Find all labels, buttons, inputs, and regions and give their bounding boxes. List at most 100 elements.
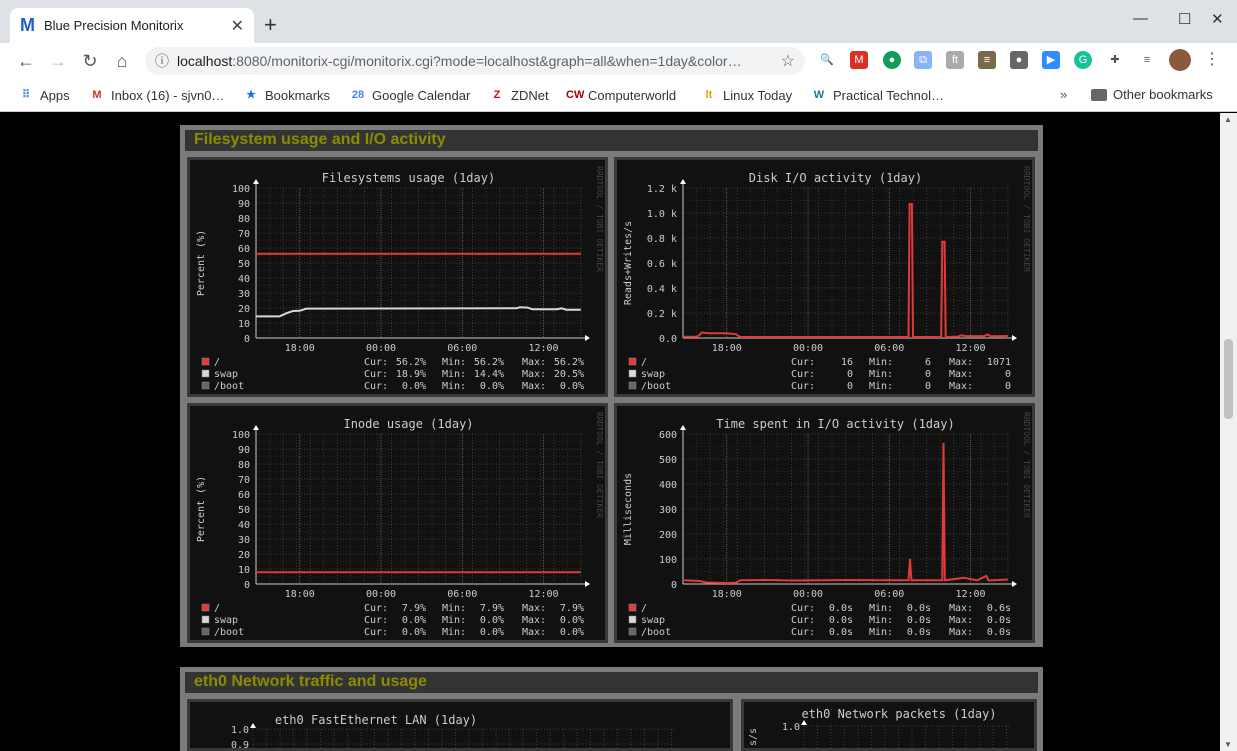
graph-panel: Time spent in I/O activity (1day) Millise… [614,403,1035,643]
legend-min-label: Min: [442,603,466,614]
legend-cur-label: Cur: [364,627,388,638]
rrdtool-watermark: RRDTOOL / TOBI OETIKER [595,412,604,518]
y-tick-label: 100 [659,555,677,566]
legend-cur-label: Cur: [791,615,815,626]
bookmark-7[interactable]: W Practical Technol… [811,87,944,103]
bookmark-3[interactable]: 28 Google Calendar [350,87,470,103]
legend-cur-value: 0.0s [829,627,853,638]
graph-svg: Disk I/O activity (1day) Reads+Writes/s RR… [623,166,1031,392]
bookmark-6[interactable]: lt Linux Today [701,87,793,103]
profile-avatar[interactable] [1169,49,1191,71]
legend-max-value: 0.6s [987,603,1011,614]
graph-title: Disk I/O activity (1day) [749,171,922,185]
legend-min-label: Min: [442,627,466,638]
extension-icon[interactable]: ft [946,51,964,69]
y-tick-label: 100 [232,430,250,441]
address-bar[interactable]: ⓘ localhost:8080/monitorix-cgi/monitorix… [145,47,805,75]
x-tick-label: 18:00 [712,343,742,354]
bookmark-5[interactable]: CW Computerworld [566,87,676,103]
legend-max-value: 20.5% [554,369,584,380]
bookmark-2[interactable]: ★ Bookmarks [243,87,330,103]
y-tick-label: 50 [238,505,250,516]
y-tick-label: 1.0 [231,725,249,736]
legend-series-name: /boot [641,381,671,392]
rrdtool-watermark: RRDTOOL / TOBI OETIKER [1022,412,1031,518]
bookmark-0[interactable]: ⠿ Apps [18,87,70,103]
gmail-extension-icon[interactable]: M [850,51,868,69]
y-tick-label: 1.2 k [647,184,677,195]
media-control-icon[interactable]: ≡ [1143,54,1151,66]
keep-extension-icon[interactable]: ● [1010,51,1028,69]
reload-icon[interactable]: ↻ [82,50,98,71]
graph-svg: eth0 FastEthernet LAN (1day) 1.0 0.9 [231,713,676,748]
legend-min-label: Min: [869,627,893,638]
bookmark-1[interactable]: M Inbox (16) - sjvn0… [89,87,224,103]
apps-icon: ⠿ [21,89,31,101]
vertical-scrollbar[interactable]: ▲ ▼ [1220,113,1237,751]
other-bookmarks-folder[interactable]: Other bookmarks [1091,87,1213,102]
y-tick-label: 10 [238,565,250,576]
legend-cur-label: Cur: [791,603,815,614]
back-icon[interactable]: ← [17,50,35,71]
copy-extension-icon[interactable]: ⧉ [914,51,932,69]
legend-max-value: 0 [1005,369,1011,380]
linux-today-icon: lt [705,89,713,101]
search-extension-icon[interactable]: 🔍 [820,54,834,66]
bookmark-label: Google Calendar [372,87,471,103]
minimize-icon[interactable]: — [1133,10,1148,27]
close-window-icon[interactable]: ✕ [1211,11,1224,28]
legend-cur-label: Cur: [364,369,388,380]
close-tab-icon[interactable]: ✕ [230,17,244,35]
graph-svg: eth0 Network packets (1day) s/s 1.0 [748,707,1010,748]
legend-series-name: swap [214,615,238,626]
scrollbar-thumb[interactable] [1224,339,1233,419]
x-axis-arrow-icon [1012,335,1017,341]
legend-max-label: Max: [522,615,546,626]
legend-max-value: 0 [1005,381,1011,392]
legend-swatch [201,627,210,636]
new-tab-icon[interactable]: + [264,12,277,37]
x-axis-arrow-icon [1012,581,1017,587]
browser-tab[interactable]: M Blue Precision Monitorix ✕ [10,8,254,43]
bookmark-4[interactable]: Z ZDNet [489,87,549,103]
legend-max-label: Max: [522,627,546,638]
maximize-icon[interactable]: ☐ [1178,11,1192,28]
legend-swatch [201,369,210,378]
grammarly-extension-icon[interactable]: G [1074,51,1092,69]
legend-min-label: Min: [869,381,893,392]
graph-title: eth0 Network packets (1day) [801,707,996,721]
scroll-down-icon[interactable]: ▼ [1224,740,1232,749]
graph-svg: Time spent in I/O activity (1day) Millise… [623,412,1031,638]
legend-cur-label: Cur: [791,369,815,380]
wordpress-icon: W [813,89,825,101]
legend-swatch [201,615,210,624]
legend-series-name: /boot [214,381,244,392]
y-tick-label: 50 [238,259,250,270]
bookmark-star-icon[interactable]: ☆ [780,53,795,70]
more-bookmarks-chevron-icon[interactable]: » [1060,87,1068,102]
menu-kebab-icon[interactable]: ⋮ [1204,51,1220,68]
zoom-extension-icon[interactable]: ▶ [1042,51,1060,69]
legend-cur-value: 56.2% [396,357,426,368]
x-tick-label: 18:00 [712,589,742,600]
legend-cur-value: 0 [847,369,853,380]
graph-title: Time spent in I/O activity (1day) [716,417,954,431]
forward-icon[interactable]: → [49,50,67,71]
graph-panel: Disk I/O activity (1day) Reads+Writes/s RR… [614,157,1035,397]
y-axis-label: Percent (%) [196,476,207,542]
home-icon[interactable]: ⌂ [116,50,128,71]
info-icon[interactable]: ⓘ [155,53,169,69]
books-extension-icon[interactable]: ≡ [978,51,996,69]
legend-max-value: 7.9% [560,603,584,614]
y-tick-label: 0.9 [231,740,249,748]
x-axis-arrow-icon [585,335,590,341]
x-tick-label: 18:00 [285,343,315,354]
scroll-up-icon[interactable]: ▲ [1224,115,1232,124]
calendar-icon: 28 [351,89,365,101]
puzzle-extensions-icon[interactable]: ✚ [1110,54,1120,66]
y-tick-label: 1.0 [782,722,800,733]
legend-min-label: Min: [869,357,893,368]
legend-max-label: Max: [522,357,546,368]
y-tick-label: 90 [238,199,250,210]
hangouts-extension-icon[interactable]: ● [883,51,901,69]
